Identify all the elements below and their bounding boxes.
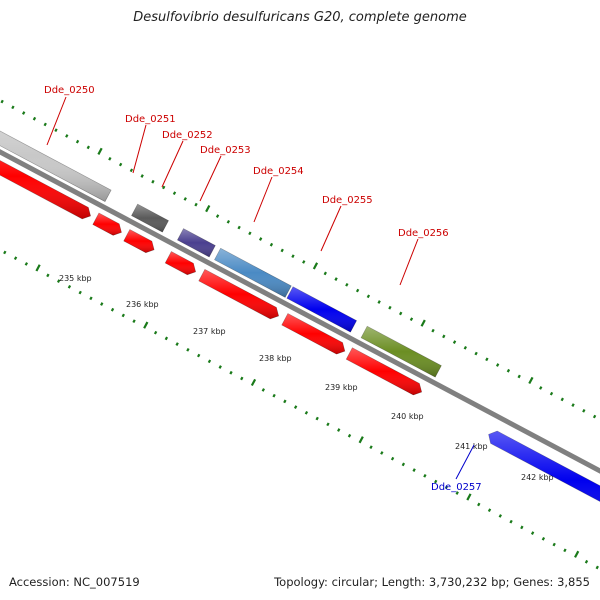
cds-arrow[interactable]: [198, 268, 280, 320]
leader-line: [399, 238, 419, 286]
cds-arrow[interactable]: [92, 212, 122, 236]
label-dde_0255[interactable]: Dde_0255: [320, 195, 373, 252]
tick-label: 239 kbp: [325, 383, 358, 392]
inner-tick-row: [3, 250, 599, 570]
cds-arrow[interactable]: [345, 347, 423, 396]
label-dde_0253[interactable]: Dde_0253: [199, 145, 251, 202]
label-dde_0257[interactable]: Dde_0257: [431, 444, 482, 493]
label-dde_0250[interactable]: Dde_0250: [44, 85, 95, 146]
gene-block-dde_0250[interactable]: [0, 110, 112, 202]
gene-label-text: Dde_0252: [162, 130, 213, 141]
label-dde_0251[interactable]: Dde_0251: [125, 114, 176, 174]
tick-label: 240 kbp: [391, 412, 424, 421]
leader-line: [320, 205, 342, 252]
label-dde_0256[interactable]: Dde_0256: [398, 228, 449, 286]
gene-label-text: Dde_0255: [322, 195, 373, 206]
gene-label-text: Dde_0257: [431, 482, 482, 493]
leader-line: [161, 140, 184, 188]
label-dde_0252[interactable]: Dde_0252: [161, 130, 213, 188]
gene-block-dde_0257[interactable]: [488, 430, 600, 530]
accession-text: Accession: NC_007519: [9, 575, 140, 589]
tick-label: 238 kbp: [259, 354, 292, 363]
genome-summary-text: Topology: circular; Length: 3,730,232 bp…: [274, 575, 590, 589]
gene-label-text: Dde_0254: [253, 166, 304, 177]
gene-label-text: Dde_0251: [125, 114, 176, 125]
leader-line: [132, 124, 147, 174]
gene-block-dde_0252[interactable]: [177, 228, 216, 258]
gene-label-text: Dde_0250: [44, 85, 95, 96]
label-dde_0254[interactable]: Dde_0254: [253, 166, 304, 223]
cds-arrow[interactable]: [0, 133, 91, 220]
cds-arrow[interactable]: [164, 251, 197, 276]
gene-label-text: Dde_0253: [200, 145, 251, 156]
tick-rows: 235 kbp 236 kbp 237 kbp 238 kbp 239 kbp 240 k…: [0, 99, 599, 570]
gene-block-dde_0253[interactable]: [214, 247, 292, 298]
gene-block-dde_0255[interactable]: [286, 286, 357, 333]
gene-block-dde_0251[interactable]: [131, 203, 169, 233]
tick-label: 236 kbp: [126, 300, 159, 309]
feature-track: [0, 110, 600, 530]
leader-line: [199, 155, 222, 202]
tick-label: 235 kbp: [59, 274, 92, 283]
gene-block-dde_0256[interactable]: [360, 325, 442, 378]
cds-arrow[interactable]: [123, 229, 155, 254]
map-title: Desulfovibrio desulfuricans G20, complet…: [133, 10, 467, 25]
tick-label: 237 kbp: [193, 327, 226, 336]
leader-line: [253, 176, 273, 223]
gene-labels: Dde_0250 Dde_0251 Dde_0252 Dde_0253Dde_0254…: [44, 85, 482, 493]
outer-tick-row: [0, 99, 597, 419]
leader-line: [455, 444, 475, 480]
cds-arrow[interactable]: [281, 313, 346, 355]
leader-line: [46, 96, 67, 146]
backbone: [0, 124, 600, 505]
tick-label: 242 kbp: [521, 473, 554, 482]
tick-label: 241 kbp: [455, 442, 488, 451]
gene-label-text: Dde_0256: [398, 228, 449, 239]
